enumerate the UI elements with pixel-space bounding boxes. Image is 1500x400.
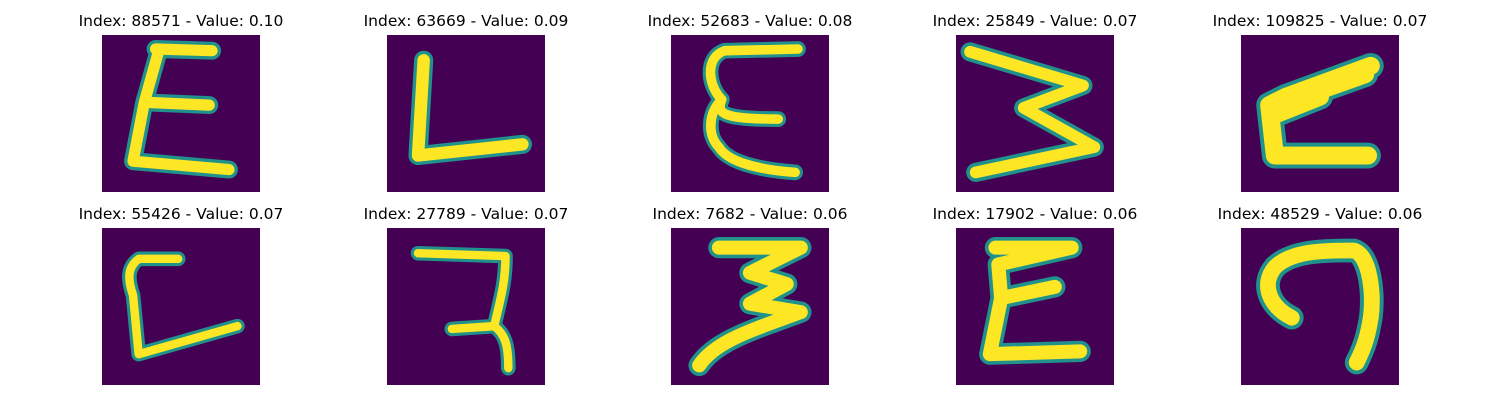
digit-image xyxy=(1241,228,1399,385)
digit-image xyxy=(102,35,260,192)
panel-title: Index: 48529 - Value: 0.06 xyxy=(1217,205,1423,223)
digit-image xyxy=(671,35,829,192)
panel-title: Index: 88571 - Value: 0.10 xyxy=(78,12,284,30)
digit-image xyxy=(102,228,260,385)
panel-title: Index: 63669 - Value: 0.09 xyxy=(363,12,569,30)
digit-image xyxy=(387,228,545,385)
digit-image xyxy=(1241,35,1399,192)
digit-image xyxy=(956,35,1114,192)
digit-image xyxy=(956,228,1114,385)
panel-title: Index: 17902 - Value: 0.06 xyxy=(932,205,1138,223)
panel-title: Index: 55426 - Value: 0.07 xyxy=(78,205,284,223)
panel-title: Index: 25849 - Value: 0.07 xyxy=(932,12,1138,30)
digit-image xyxy=(671,228,829,385)
panel-title: Index: 52683 - Value: 0.08 xyxy=(647,12,853,30)
panel-title: Index: 7682 - Value: 0.06 xyxy=(652,205,848,223)
panel-title: Index: 27789 - Value: 0.07 xyxy=(363,205,569,223)
digit-image xyxy=(387,35,545,192)
panel-title: Index: 109825 - Value: 0.07 xyxy=(1212,12,1428,30)
